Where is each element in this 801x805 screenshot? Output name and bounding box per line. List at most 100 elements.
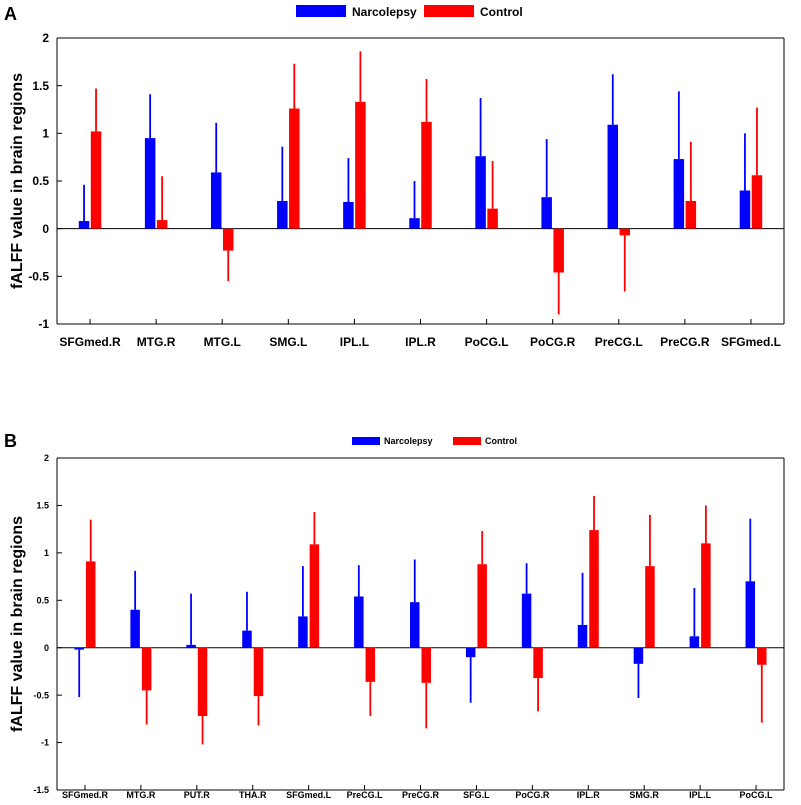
bar-control (222, 228, 234, 251)
chart-panel-b: B -1.5 -1 -0.5 0 0.5 1 1.5 2 fALFF value in brain… (4, 431, 785, 800)
bar-control (90, 131, 102, 229)
category-label: PreCG.L (347, 790, 384, 800)
legend-label-narcolepsy: Narcolepsy (352, 5, 417, 19)
bar-narcolepsy (541, 197, 552, 229)
bar-control (421, 647, 431, 683)
category-label: MTG.R (137, 335, 176, 349)
bar-narcolepsy (78, 221, 90, 229)
legend-swatch-narcolepsy (352, 437, 380, 445)
bar-narcolepsy (210, 172, 222, 229)
legend-swatch-control (424, 5, 474, 17)
bar-narcolepsy (607, 124, 619, 229)
y-tick-label: 2 (44, 453, 49, 463)
bar-narcolepsy (465, 647, 476, 658)
category-label: SFG.L (463, 790, 490, 800)
bar-control (751, 175, 763, 229)
category-label: SMG.R (629, 790, 659, 800)
category-label: SFGmed.L (721, 335, 781, 349)
y-tick-label: -1.5 (33, 785, 49, 795)
bar-control (533, 647, 543, 679)
bar-narcolepsy (745, 581, 756, 648)
bar-control (197, 647, 208, 717)
bar-narcolepsy (277, 201, 288, 229)
bar-control (701, 543, 711, 648)
bar-control (757, 647, 767, 665)
y-tick-label: 0 (42, 222, 49, 236)
bar-control (289, 108, 300, 229)
chart-panel-a: A -1 -0.5 0 0.5 1 1.5 2 fALFF value in brain reg… (4, 4, 785, 349)
bar-narcolepsy (343, 201, 354, 229)
bar-narcolepsy (354, 596, 364, 648)
bar-control (553, 228, 564, 273)
y-axis-title: fALFF value in brain regions (9, 516, 26, 732)
bar-narcolepsy (410, 602, 420, 648)
bar-control (309, 544, 320, 648)
category-label: PoCG.R (530, 335, 576, 349)
bar-narcolepsy (689, 636, 700, 648)
bar-control (685, 201, 697, 229)
bar-control (141, 647, 152, 691)
bar-narcolepsy (130, 609, 140, 648)
category-label: PoCG.L (465, 335, 509, 349)
bar-narcolepsy (673, 159, 685, 229)
bar-narcolepsy (521, 593, 532, 648)
category-label: THA.R (239, 790, 267, 800)
bar-control (589, 530, 599, 648)
legend-label-narcolepsy: Narcolepsy (384, 436, 433, 446)
y-tick-label: 0.5 (36, 595, 49, 605)
y-tick-label: 2 (42, 31, 49, 45)
bar-control (85, 561, 96, 648)
panel-label: A (4, 4, 17, 24)
category-label: PoCG.R (515, 790, 550, 800)
bar-control (355, 101, 366, 229)
bar-control (421, 121, 432, 229)
category-label: PreCG.R (660, 335, 710, 349)
bar-narcolepsy (144, 138, 156, 229)
category-label: SFGmed.R (62, 790, 109, 800)
legend-swatch-narcolepsy (296, 5, 346, 17)
bar-narcolepsy (475, 156, 486, 229)
category-label: MTG.R (126, 790, 155, 800)
category-label: SFGmed.L (286, 790, 332, 800)
category-label: IPL.L (340, 335, 369, 349)
bar-narcolepsy (409, 218, 420, 229)
panel-label: B (4, 431, 17, 451)
bar-narcolepsy (577, 624, 588, 648)
legend-swatch-control (453, 437, 481, 445)
legend-label-control: Control (485, 436, 517, 446)
bar-control (365, 647, 376, 682)
category-label: IPL.R (577, 790, 601, 800)
y-tick-label: 1.5 (36, 501, 49, 511)
bar-narcolepsy (74, 647, 84, 650)
y-tick-label: -1 (41, 738, 49, 748)
y-axis-title: fALFF value in brain regions (9, 73, 26, 289)
category-label: IPL.R (405, 335, 436, 349)
y-tick-label: -0.5 (33, 690, 49, 700)
bar-control (253, 647, 264, 697)
category-label: PreCG.L (595, 335, 643, 349)
bar-control (477, 564, 487, 648)
category-label: PUT.R (184, 790, 211, 800)
bar-control (645, 566, 655, 648)
bar-narcolepsy (633, 647, 644, 664)
category-label: PoCG.L (740, 790, 774, 800)
category-label: IPL.L (689, 790, 712, 800)
category-label: SMG.L (269, 335, 307, 349)
category-label: MTG.L (204, 335, 241, 349)
bar-narcolepsy (242, 630, 252, 648)
bar-narcolepsy (298, 616, 308, 648)
legend-label-control: Control (480, 5, 523, 19)
bar-control (619, 228, 631, 236)
bar-control (487, 208, 498, 229)
y-tick-label: -1 (38, 317, 49, 331)
category-label: SFGmed.R (59, 335, 121, 349)
bar-narcolepsy (739, 190, 751, 229)
y-tick-label: 0.5 (32, 174, 49, 188)
y-tick-label: 1.5 (32, 79, 49, 93)
y-tick-label: 1 (44, 548, 49, 558)
bar-control (156, 220, 168, 229)
y-tick-label: 0 (44, 643, 49, 653)
bar-narcolepsy (186, 644, 196, 648)
y-tick-label: 1 (42, 127, 49, 141)
